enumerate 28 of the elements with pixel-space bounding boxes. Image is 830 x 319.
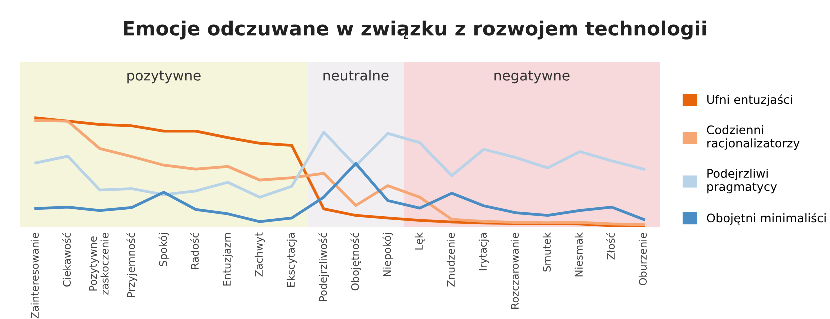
x-tick-label: Znudzenie: [446, 233, 456, 287]
x-tick-label: Radość: [190, 233, 200, 270]
x-tick-label: Lęk: [414, 232, 425, 250]
x-tick-label: Niesmak: [574, 232, 584, 277]
x-tick-label: Złość: [606, 233, 616, 260]
legend-label: Obojętni minimaliści: [707, 213, 826, 225]
x-tick-label: Przyjemność: [126, 233, 138, 298]
x-tick-label: Irytacja: [478, 234, 490, 271]
x-tick-label: Obojętność: [350, 233, 362, 291]
x-tick-label: Niepokój: [382, 234, 394, 277]
legend-label: Podejrzliwi pragmatycy: [708, 168, 778, 194]
band-label: pozytywne: [128, 70, 201, 84]
x-tick-label: Ciekawość: [62, 233, 72, 287]
legend-label: Codzienni racjonalizatorzy: [707, 125, 800, 150]
x-tick-label: Smutek: [542, 232, 552, 272]
x-tick-label: Ekscytacja: [286, 234, 298, 287]
x-tick-label: Oburzenie: [638, 233, 648, 286]
x-tick-label: Rozczarowanie: [510, 233, 520, 309]
x-tick-label: Podejrzliwość: [318, 233, 330, 302]
x-tick-label: Spokój: [158, 234, 170, 266]
band-label: negatywne: [494, 70, 570, 84]
x-tick-label: Zainteresowanie: [30, 233, 40, 319]
chart-title: Emocje odczuwane w związku z rozwojem technologii: [124, 20, 706, 40]
x-tick-label: Entuzjazm: [222, 233, 234, 286]
x-tick-label: Pozytywne zaskoczenie: [89, 233, 109, 295]
band-label: neutralne: [324, 70, 389, 81]
x-tick-label: Zachwyt: [254, 232, 266, 277]
legend-label: Ufni entuzjaści: [708, 94, 792, 107]
